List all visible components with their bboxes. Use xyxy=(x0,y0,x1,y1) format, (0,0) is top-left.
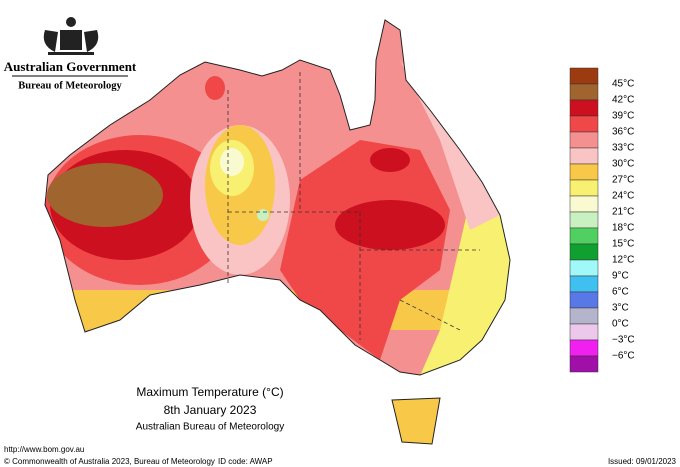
legend-label: 30°C xyxy=(612,159,634,170)
legend-swatch xyxy=(569,163,599,181)
date: 8th January 2023 xyxy=(164,403,257,417)
coastline xyxy=(44,19,511,445)
legend-swatch xyxy=(569,99,599,117)
legend-swatch xyxy=(569,83,599,101)
legend-label: −3°C xyxy=(612,335,635,346)
coat-of-arms xyxy=(43,17,99,55)
legend-label: 27°C xyxy=(612,175,634,186)
legend-swatch xyxy=(569,323,599,341)
legend-swatch xyxy=(569,195,599,213)
footer-url: http://www.bom.gov.au xyxy=(4,445,84,454)
legend-swatch xyxy=(569,115,599,133)
state-borders xyxy=(227,72,480,340)
footer-issued: Issued: 09/01/2023 xyxy=(608,457,677,466)
legend-swatch xyxy=(569,243,599,261)
legend-swatch xyxy=(569,179,599,197)
legend-label: 0°C xyxy=(612,319,629,330)
legend-label: 45°C xyxy=(612,79,634,90)
legend-swatch xyxy=(569,339,599,357)
legend-label: 21°C xyxy=(612,207,634,218)
legend-swatch xyxy=(569,67,599,85)
legend-label: 15°C xyxy=(612,239,634,250)
legend-label: 3°C xyxy=(612,303,629,314)
legend-swatch xyxy=(569,259,599,277)
legend-label: 39°C xyxy=(612,111,634,122)
legend-label: 33°C xyxy=(612,143,634,154)
legend-label: 24°C xyxy=(612,191,634,202)
legend-swatch xyxy=(569,307,599,325)
legend-swatch xyxy=(569,131,599,149)
source: Australian Bureau of Meteorology xyxy=(136,422,284,433)
legend-label: 18°C xyxy=(612,223,634,234)
footer-id: ID code: AWAP xyxy=(218,457,273,466)
legend-swatch xyxy=(569,227,599,245)
legend-label: 36°C xyxy=(612,127,634,138)
legend-label: 6°C xyxy=(612,287,629,298)
government-name: Australian Government xyxy=(4,59,137,74)
legend-swatch xyxy=(569,275,599,293)
legend: 45°C 42°C 39°C 36°C 33°C 30°C 27°C 24°C 21°C 18°C… xyxy=(569,67,635,373)
legend-swatch xyxy=(569,355,599,373)
agency-name: Bureau of Meteorology xyxy=(18,80,122,91)
footer-copyright: © Commonwealth of Australia 2023, Bureau… xyxy=(4,457,215,466)
legend-swatch xyxy=(569,147,599,165)
legend-swatch xyxy=(569,291,599,309)
legend-label: 9°C xyxy=(612,271,629,282)
legend-label: 42°C xyxy=(612,95,634,106)
legend-label: −6°C xyxy=(612,351,635,362)
legend-swatch xyxy=(569,211,599,229)
title: Maximum Temperature (°C) xyxy=(136,385,283,399)
legend-label: 12°C xyxy=(612,255,634,266)
